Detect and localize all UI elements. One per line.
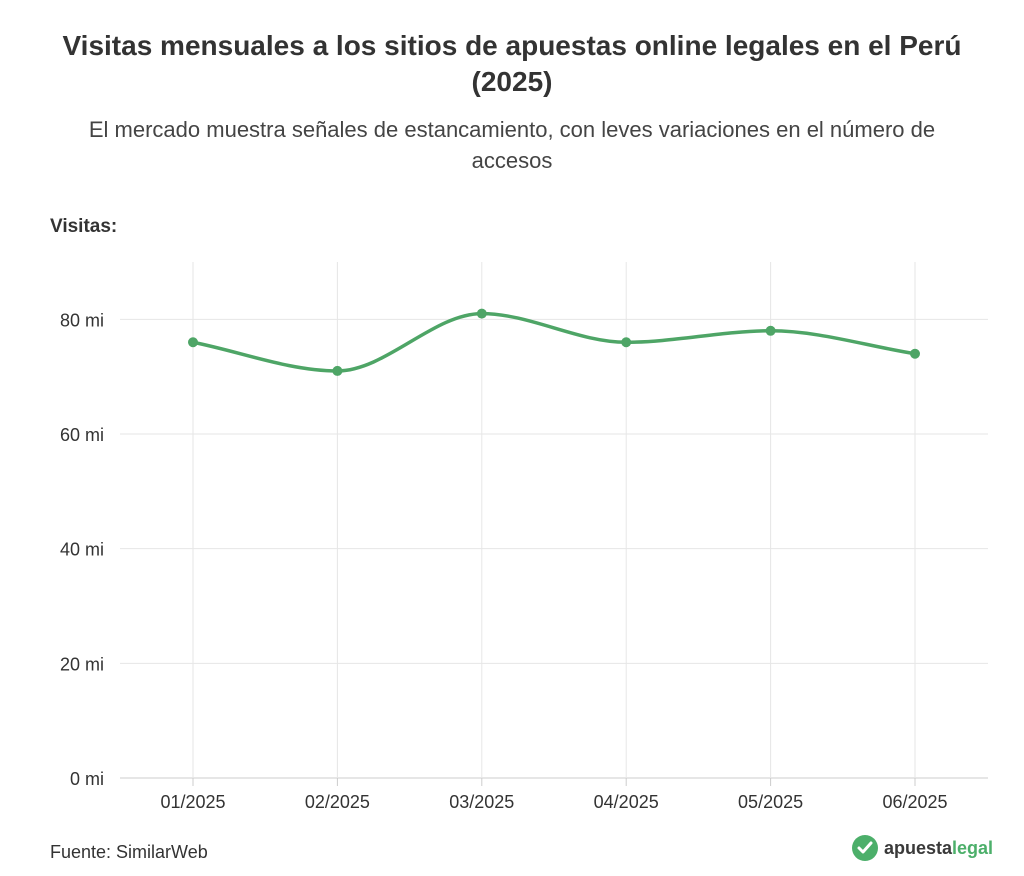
x-tick-label: 03/2025 <box>449 792 514 812</box>
x-tick-label: 06/2025 <box>882 792 947 812</box>
data-point-04/2025 <box>621 337 632 348</box>
x-tick-label: 05/2025 <box>738 792 803 812</box>
series <box>188 308 920 376</box>
grid-lines <box>120 262 988 779</box>
y-tick-label: 80 mi <box>60 310 104 330</box>
x-tick-label: 01/2025 <box>160 792 225 812</box>
series-line <box>192 311 916 373</box>
x-ticks: 01/2025 02/2025 03/2025 04/2025 05/2025 06/20… <box>160 778 948 812</box>
data-point-06/2025 <box>910 348 920 359</box>
y-axis-label: Visitas: <box>50 216 118 237</box>
brand-logo: apuestalegal <box>852 835 993 861</box>
brand-name-part1: apuesta <box>884 837 953 858</box>
y-tick-label: 40 mi <box>60 540 104 560</box>
source-note: Fuente: SimilarWeb <box>50 842 208 862</box>
x-tick-label: 02/2025 <box>305 792 370 812</box>
data-point-02/2025 <box>332 365 343 376</box>
y-tick-label: 60 mi <box>60 425 104 445</box>
y-tick-label: 20 mi <box>60 654 104 674</box>
data-point-03/2025 <box>476 308 487 319</box>
y-tick-label: 0 mi <box>70 769 104 789</box>
checkmark-icon <box>852 835 878 861</box>
y-ticks: 0 mi 20 mi 40 mi 60 mi 80 mi <box>60 310 104 789</box>
chart-title: Visitas mensuales a los sitios de apuest… <box>62 30 962 97</box>
brand-name-part2: legal <box>952 837 994 858</box>
data-point-01/2025 <box>188 337 198 348</box>
x-tick-label: 04/2025 <box>594 792 659 812</box>
chart-subtitle: El mercado muestra señales de estancamie… <box>88 117 936 173</box>
data-point-05/2025 <box>765 325 776 336</box>
